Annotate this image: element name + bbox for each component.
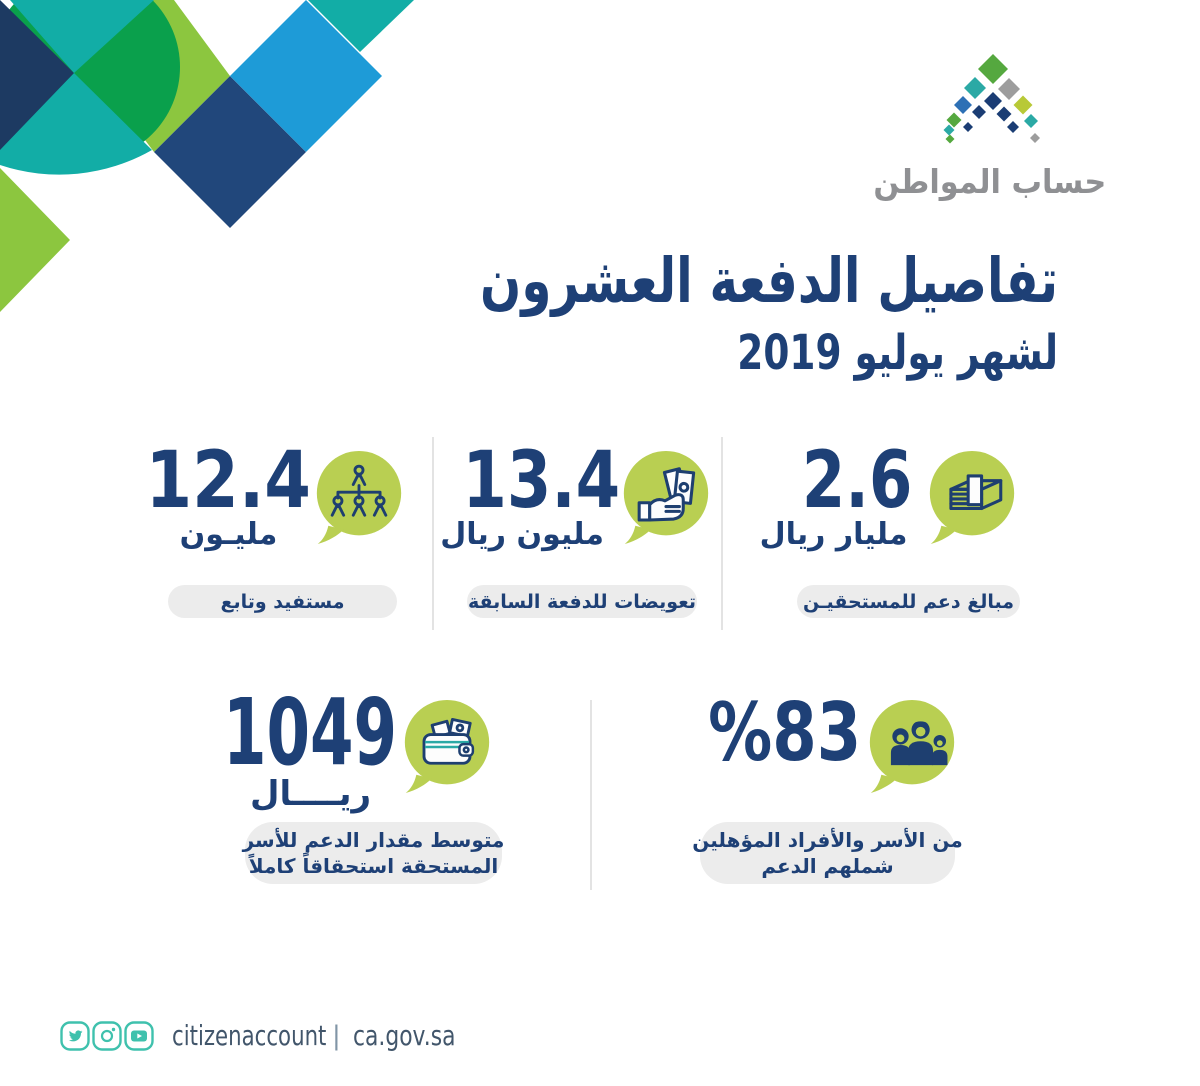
stat-value: 13.4 [462, 436, 620, 526]
stat-caption-pill: من الأسر والأفراد المؤهلين شملهم الدعم [692, 822, 963, 884]
stat-unit: ريــــال [249, 774, 372, 814]
logo-wordmark: حساب المواطن [873, 162, 1107, 201]
page-title: تفاصيل الدفعة العشرون لشهر يوليو 2019 [317, 240, 1058, 384]
stat-caption-line2: المستحقة استحقاقاً كاملاً [248, 854, 499, 878]
stat-compensations: 13.4 مليون ريال تعويضات للدفعة السابقة [440, 442, 709, 618]
title-line1: تفاصيل الدفعة العشرون [479, 244, 1058, 317]
stat-unit: مليار ريال [759, 517, 908, 552]
corner-decoration [0, 0, 414, 312]
stat-caption-line1: من الأسر والأفراد المؤهلين [692, 828, 963, 852]
stat-value: 12.4 [145, 436, 312, 526]
stat-value: %83 [707, 686, 862, 779]
stat-caption-line2: شملهم الدعم [761, 854, 894, 878]
logo-mark-icon [943, 54, 1040, 144]
footer-handle: citizenaccount [172, 1019, 327, 1052]
stat-support-amounts: 2.6 مليار ريال مبالغ دعم للمستحقيـن [759, 436, 1020, 618]
divider [721, 437, 723, 630]
hand-money-icon [623, 451, 709, 544]
stat-caption-pill: تعويضات للدفعة السابقة [467, 585, 697, 618]
divider [590, 700, 592, 890]
stat-beneficiaries: 12.4 مليـون مستفيد وتابع [146, 442, 401, 618]
stat-caption: تعويضات للدفعة السابقة [467, 590, 697, 613]
twitter-icon [60, 1020, 90, 1051]
stat-caption-pill: متوسط مقدار الدعم للأسر المستحقة استحقاق… [242, 822, 505, 884]
family-icon [869, 700, 955, 793]
stat-value: 2.6 [802, 436, 913, 526]
stat-caption-pill: مستفيد وتابع [168, 585, 397, 618]
citizen-account-logo: حساب المواطن [871, 40, 1116, 202]
youtube-icon [124, 1020, 154, 1051]
footer: citizenaccount | ca.gov.sa [60, 1019, 484, 1052]
wallet-icon [404, 700, 490, 793]
stat-unit: مليـون [179, 517, 278, 552]
stat-caption: مبالغ دعم للمستحقيـن [802, 590, 1015, 613]
stat-caption: مستفيد وتابع [220, 590, 345, 613]
title-line2: لشهر يوليو 2019 [737, 325, 1058, 381]
stat-coverage-percent: %83 من الأسر والأفراد المؤهلين شملهم الد… [692, 686, 963, 884]
instagram-icon [92, 1020, 122, 1051]
stat-caption-pill: مبالغ دعم للمستحقيـن [797, 585, 1020, 618]
stat-unit: مليون ريال [440, 517, 604, 552]
stat-value: 1049 [223, 679, 398, 786]
beneficiaries-tree-icon [316, 451, 401, 544]
stat-average-support: 1049 ريــــال متوسط مقدار الدعم للأسر ال… [223, 687, 504, 884]
footer-separator: | [332, 1020, 341, 1051]
divider [432, 437, 434, 630]
cash-stack-icon [929, 451, 1014, 544]
stat-caption-line1: متوسط مقدار الدعم للأسر [242, 828, 505, 852]
footer-domain: ca.gov.sa [352, 1019, 456, 1052]
